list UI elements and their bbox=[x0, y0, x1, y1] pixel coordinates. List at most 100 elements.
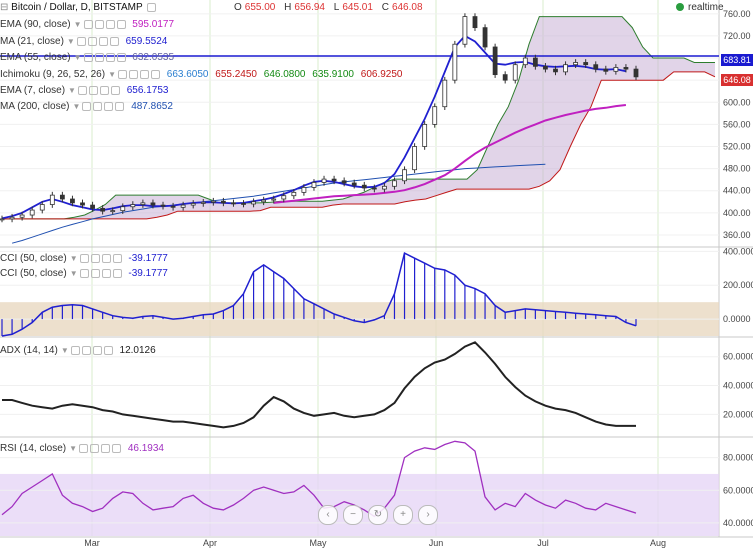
realtime-label: realtime bbox=[688, 2, 724, 13]
settings-icon[interactable] bbox=[94, 52, 104, 62]
candle-body bbox=[140, 202, 146, 205]
more-icon[interactable] bbox=[112, 268, 122, 278]
eye-icon[interactable] bbox=[77, 85, 87, 95]
dropdown-arrow-icon[interactable]: ▼ bbox=[69, 444, 78, 453]
legend-cci-2-value: -39.1777 bbox=[128, 268, 168, 279]
legend-ma200[interactable]: MA (200, close) ▼ 487.8652 bbox=[0, 101, 173, 113]
more-icon[interactable] bbox=[109, 36, 119, 46]
close-icon[interactable] bbox=[101, 268, 111, 278]
more-icon[interactable] bbox=[115, 101, 125, 111]
price-axis-tick: 720.00 bbox=[723, 31, 751, 41]
candle-body bbox=[19, 214, 25, 218]
price-axis-tick: 480.00 bbox=[723, 164, 751, 174]
eye-icon[interactable] bbox=[79, 253, 89, 263]
collapse-icon[interactable]: ⊟ bbox=[0, 2, 9, 13]
senkou-span-b-line bbox=[2, 71, 716, 220]
legend-adx[interactable]: ADX (14, 14) ▼ 12.0126 bbox=[0, 345, 156, 357]
legend-ma21-label: MA (21, close) bbox=[0, 36, 64, 47]
more-icon[interactable] bbox=[116, 52, 126, 62]
dropdown-arrow-icon[interactable]: ▼ bbox=[73, 20, 82, 29]
adx-axis-tick: 60.0000 bbox=[723, 352, 753, 362]
dropdown-arrow-icon[interactable]: ▼ bbox=[60, 346, 69, 355]
visibility-toggle-icon[interactable] bbox=[147, 2, 157, 12]
legend-ema55[interactable]: EMA (55, close) ▼ 632.0535 bbox=[0, 52, 174, 64]
dropdown-arrow-icon[interactable]: ▼ bbox=[72, 102, 81, 111]
legend-cci-1[interactable]: CCI (50, close) ▼ -39.1777 bbox=[0, 253, 168, 265]
candle-body bbox=[220, 200, 226, 204]
eye-icon[interactable] bbox=[79, 443, 89, 453]
dropdown-arrow-icon[interactable]: ▼ bbox=[68, 86, 76, 95]
symbol-title[interactable]: ⊟ Bitcoin / Dollar, D, BITSTAMP bbox=[0, 2, 157, 14]
eye-icon[interactable] bbox=[76, 36, 86, 46]
legend-ema55-value: 632.0535 bbox=[132, 52, 175, 63]
eye-icon[interactable] bbox=[79, 268, 89, 278]
legend-ma200-label: MA (200, close) bbox=[0, 101, 70, 112]
time-axis-tick: Apr bbox=[203, 538, 217, 548]
legend-ema90[interactable]: EMA (90, close) ▼ 595.0177 bbox=[0, 19, 174, 31]
legend-ma21[interactable]: MA (21, close) ▼ 659.5524 bbox=[0, 36, 167, 48]
more-icon[interactable] bbox=[150, 69, 160, 79]
candle-body bbox=[522, 57, 528, 66]
close-icon[interactable] bbox=[139, 69, 149, 79]
candle-body bbox=[100, 208, 106, 212]
settings-icon[interactable] bbox=[94, 19, 104, 29]
settings-icon[interactable] bbox=[90, 443, 100, 453]
symbol-title-text: Bitcoin / Dollar, D, BITSTAMP bbox=[11, 2, 143, 13]
close-icon[interactable] bbox=[92, 345, 102, 355]
zoom-out-icon[interactable]: − bbox=[343, 505, 363, 525]
legend-ema7-label: EMA (7, close) bbox=[0, 85, 66, 96]
settings-icon[interactable] bbox=[81, 345, 91, 355]
eye-icon[interactable] bbox=[82, 101, 92, 111]
realtime-indicator[interactable]: realtime bbox=[676, 2, 724, 13]
eye-icon[interactable] bbox=[70, 345, 80, 355]
dropdown-arrow-icon[interactable]: ▼ bbox=[73, 53, 82, 62]
candle-body bbox=[49, 194, 55, 205]
candle-body bbox=[210, 200, 216, 203]
close-icon[interactable] bbox=[105, 52, 115, 62]
candle-body bbox=[371, 187, 377, 190]
scroll-left-icon[interactable]: ‹ bbox=[318, 505, 338, 525]
dropdown-arrow-icon[interactable]: ▼ bbox=[69, 269, 78, 278]
time-axis-tick: Aug bbox=[650, 538, 666, 548]
settings-icon[interactable] bbox=[93, 101, 103, 111]
settings-icon[interactable] bbox=[90, 268, 100, 278]
dropdown-arrow-icon[interactable]: ▼ bbox=[69, 254, 78, 263]
candle-body bbox=[231, 202, 236, 205]
close-icon[interactable] bbox=[99, 85, 109, 95]
more-icon[interactable] bbox=[116, 19, 126, 29]
more-icon[interactable] bbox=[112, 443, 122, 453]
eye-icon[interactable] bbox=[117, 69, 127, 79]
more-icon[interactable] bbox=[110, 85, 120, 95]
ma200-line bbox=[11, 163, 546, 244]
candle-body bbox=[160, 204, 166, 207]
more-icon[interactable] bbox=[103, 345, 113, 355]
dropdown-arrow-icon[interactable]: ▼ bbox=[108, 70, 116, 79]
zoom-in-icon[interactable]: + bbox=[393, 505, 413, 525]
reset-icon[interactable]: ↻ bbox=[368, 505, 388, 525]
legend-ema7[interactable]: EMA (7, close) ▼ 656.1753 bbox=[0, 85, 168, 97]
legend-rsi[interactable]: RSI (14, close) ▼ 46.1934 bbox=[0, 443, 164, 455]
legend-cci-2[interactable]: CCI (50, close) ▼ -39.1777 bbox=[0, 268, 168, 280]
settings-icon[interactable] bbox=[88, 85, 98, 95]
dropdown-arrow-icon[interactable]: ▼ bbox=[66, 37, 75, 46]
eye-icon[interactable] bbox=[83, 19, 93, 29]
eye-icon[interactable] bbox=[83, 52, 93, 62]
settings-icon[interactable] bbox=[128, 69, 138, 79]
scroll-right-icon[interactable]: › bbox=[418, 505, 438, 525]
legend-ichimoku[interactable]: Ichimoku (9, 26, 52, 26) ▼ 663.6050 655.2… bbox=[0, 69, 402, 81]
settings-icon[interactable] bbox=[87, 36, 97, 46]
rsi-axis-tick: 80.0000 bbox=[723, 453, 753, 463]
candle-body bbox=[241, 203, 246, 205]
close-icon[interactable] bbox=[105, 19, 115, 29]
close-icon[interactable] bbox=[104, 101, 114, 111]
close-icon[interactable] bbox=[101, 443, 111, 453]
more-icon[interactable] bbox=[112, 253, 122, 263]
settings-icon[interactable] bbox=[90, 253, 100, 263]
legend-cci-1-value: -39.1777 bbox=[128, 253, 168, 264]
candle-body bbox=[532, 57, 538, 67]
candle-body bbox=[130, 204, 136, 208]
close-icon[interactable] bbox=[98, 36, 108, 46]
close-icon[interactable] bbox=[101, 253, 111, 263]
